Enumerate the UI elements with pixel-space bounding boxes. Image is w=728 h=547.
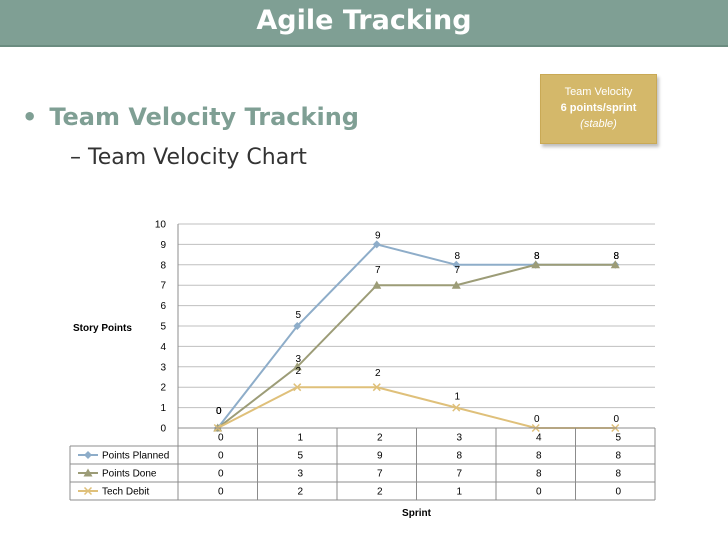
data-point bbox=[372, 240, 381, 249]
table-cell: 8 bbox=[536, 451, 542, 462]
data-label: 8 bbox=[614, 251, 620, 262]
y-tick-label: 2 bbox=[160, 383, 166, 394]
data-label: 7 bbox=[375, 265, 381, 276]
data-label: 1 bbox=[455, 392, 461, 403]
data-point bbox=[610, 260, 620, 269]
legend-marker bbox=[84, 451, 92, 459]
table-cell: 0 bbox=[616, 487, 622, 498]
bullet-dot-icon: • bbox=[22, 103, 38, 131]
table-cell: 8 bbox=[536, 469, 542, 480]
data-point bbox=[372, 280, 382, 289]
note-line3: (stable) bbox=[580, 118, 617, 130]
legend-marker bbox=[83, 486, 93, 496]
bullet-main-text: Team Velocity Tracking bbox=[49, 103, 359, 131]
x-tick-label: 2 bbox=[377, 433, 383, 444]
data-point bbox=[292, 362, 302, 371]
table-cell: 8 bbox=[457, 451, 463, 462]
data-label: 0 bbox=[216, 406, 222, 417]
data-label: 8 bbox=[614, 251, 620, 262]
data-label: 9 bbox=[375, 230, 381, 241]
table-cell: 7 bbox=[457, 469, 463, 480]
data-label: 2 bbox=[296, 366, 302, 377]
y-tick-label: 8 bbox=[160, 260, 166, 271]
data-label: 3 bbox=[296, 354, 302, 365]
legend-label: Points Planned bbox=[102, 451, 169, 462]
note-line2: 6 points/sprint bbox=[560, 102, 637, 114]
data-point bbox=[293, 322, 302, 330]
data-label: 0 bbox=[614, 414, 620, 425]
x-axis-label: Sprint bbox=[402, 508, 432, 519]
data-point bbox=[372, 383, 381, 392]
bullet-sub: – Team Velocity Chart bbox=[70, 145, 307, 170]
data-label: 8 bbox=[534, 251, 540, 262]
table-cell: 1 bbox=[457, 487, 463, 498]
note-line1: Team Velocity bbox=[564, 86, 633, 98]
table-cell: 0 bbox=[536, 487, 542, 498]
table-cell: 7 bbox=[377, 469, 383, 480]
title-bar: Agile Tracking bbox=[0, 0, 728, 47]
table-cell: 0 bbox=[218, 487, 224, 498]
x-tick-label: 4 bbox=[536, 433, 542, 444]
x-tick-label: 3 bbox=[457, 433, 463, 444]
data-label: 2 bbox=[375, 368, 381, 379]
x-tick-label: 1 bbox=[298, 433, 304, 444]
bullet-main: • Team Velocity Tracking bbox=[22, 103, 359, 131]
y-tick-label: 4 bbox=[160, 342, 166, 353]
data-label: 7 bbox=[455, 265, 461, 276]
y-tick-label: 1 bbox=[160, 403, 166, 414]
y-tick-label: 0 bbox=[160, 424, 166, 435]
x-tick-label: 5 bbox=[616, 433, 622, 444]
data-label: 8 bbox=[534, 251, 540, 262]
title-rule bbox=[0, 45, 728, 47]
table-cell: 9 bbox=[377, 451, 383, 462]
data-point bbox=[531, 260, 541, 269]
data-label: 0 bbox=[216, 406, 222, 417]
data-point bbox=[452, 260, 461, 269]
data-label: 0 bbox=[216, 406, 222, 417]
y-tick-label: 7 bbox=[160, 281, 166, 292]
series-line-1 bbox=[217, 263, 616, 429]
table-cell: 2 bbox=[298, 487, 304, 498]
slide-title: Agile Tracking bbox=[256, 5, 472, 36]
table-cell: 3 bbox=[298, 469, 304, 480]
y-tick-label: 9 bbox=[160, 240, 166, 251]
y-tick-label: 3 bbox=[160, 362, 166, 373]
data-label: 8 bbox=[455, 251, 461, 262]
table-cell: 8 bbox=[616, 469, 622, 480]
table-cell: 0 bbox=[218, 451, 224, 462]
velocity-note: Team Velocity 6 points/sprint (stable) bbox=[540, 74, 657, 144]
table-cell: 5 bbox=[298, 451, 304, 462]
y-tick-label: 10 bbox=[155, 220, 167, 231]
legend-marker bbox=[83, 468, 93, 477]
series-line-0 bbox=[216, 243, 616, 429]
legend-label: Tech Debit bbox=[102, 487, 149, 498]
data-point bbox=[293, 383, 302, 392]
y-tick-label: 6 bbox=[160, 301, 166, 312]
data-label: 5 bbox=[296, 310, 302, 321]
table-cell: 2 bbox=[377, 487, 383, 498]
data-point bbox=[451, 280, 461, 289]
data-label: 0 bbox=[534, 414, 540, 425]
data-point bbox=[452, 403, 461, 412]
table-cell: 8 bbox=[616, 451, 622, 462]
table-cell: 0 bbox=[218, 469, 224, 480]
y-axis-label: Story Points bbox=[73, 323, 132, 334]
x-tick-label: 0 bbox=[218, 433, 224, 444]
legend-label: Points Done bbox=[102, 469, 157, 480]
y-tick-label: 5 bbox=[160, 322, 166, 333]
